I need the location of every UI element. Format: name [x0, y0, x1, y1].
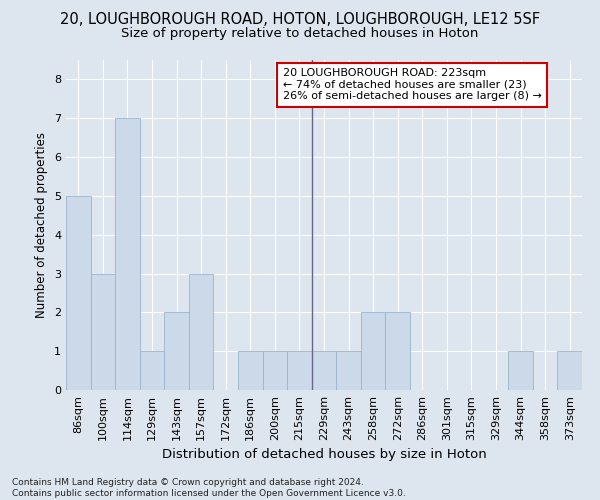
- Y-axis label: Number of detached properties: Number of detached properties: [35, 132, 49, 318]
- Bar: [336, 351, 361, 390]
- Bar: [189, 274, 214, 390]
- Text: 20 LOUGHBOROUGH ROAD: 223sqm
← 74% of detached houses are smaller (23)
26% of se: 20 LOUGHBOROUGH ROAD: 223sqm ← 74% of de…: [283, 68, 542, 102]
- Bar: [140, 351, 164, 390]
- Bar: [557, 351, 582, 390]
- Bar: [115, 118, 140, 390]
- X-axis label: Distribution of detached houses by size in Hoton: Distribution of detached houses by size …: [161, 448, 487, 462]
- Bar: [91, 274, 115, 390]
- Text: Size of property relative to detached houses in Hoton: Size of property relative to detached ho…: [121, 28, 479, 40]
- Bar: [508, 351, 533, 390]
- Bar: [385, 312, 410, 390]
- Bar: [263, 351, 287, 390]
- Bar: [238, 351, 263, 390]
- Bar: [312, 351, 336, 390]
- Text: Contains HM Land Registry data © Crown copyright and database right 2024.
Contai: Contains HM Land Registry data © Crown c…: [12, 478, 406, 498]
- Bar: [287, 351, 312, 390]
- Bar: [164, 312, 189, 390]
- Bar: [361, 312, 385, 390]
- Bar: [66, 196, 91, 390]
- Text: 20, LOUGHBOROUGH ROAD, HOTON, LOUGHBOROUGH, LE12 5SF: 20, LOUGHBOROUGH ROAD, HOTON, LOUGHBOROU…: [60, 12, 540, 28]
